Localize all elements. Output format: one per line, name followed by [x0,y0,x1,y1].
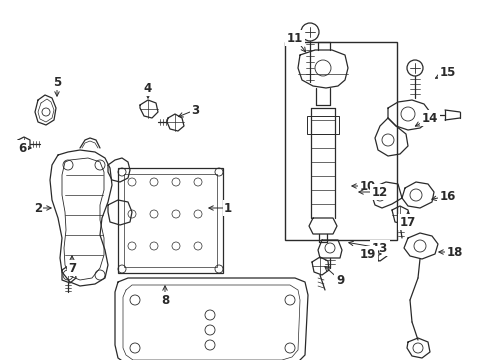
Text: 8: 8 [161,293,169,306]
Text: 12: 12 [372,185,388,198]
Text: 16: 16 [440,189,456,202]
Text: 10: 10 [360,180,376,193]
Text: 1: 1 [224,202,232,215]
Text: 9: 9 [336,274,344,287]
Text: 3: 3 [191,104,199,117]
Text: 14: 14 [422,112,438,125]
Bar [285,42,397,240]
Text: 4: 4 [144,81,152,94]
Text: 5: 5 [53,76,61,89]
Text: 11: 11 [287,31,303,45]
Bar [118,168,223,273]
Bar [307,116,339,134]
Text: 18: 18 [447,246,463,258]
Text: 6: 6 [18,141,26,154]
Text: 17: 17 [400,216,416,229]
Text: 2: 2 [34,202,42,215]
Bar [124,174,217,267]
Text: 19: 19 [360,248,376,261]
Text: 15: 15 [440,66,456,78]
Text: 7: 7 [68,261,76,274]
Text: 13: 13 [372,242,388,255]
